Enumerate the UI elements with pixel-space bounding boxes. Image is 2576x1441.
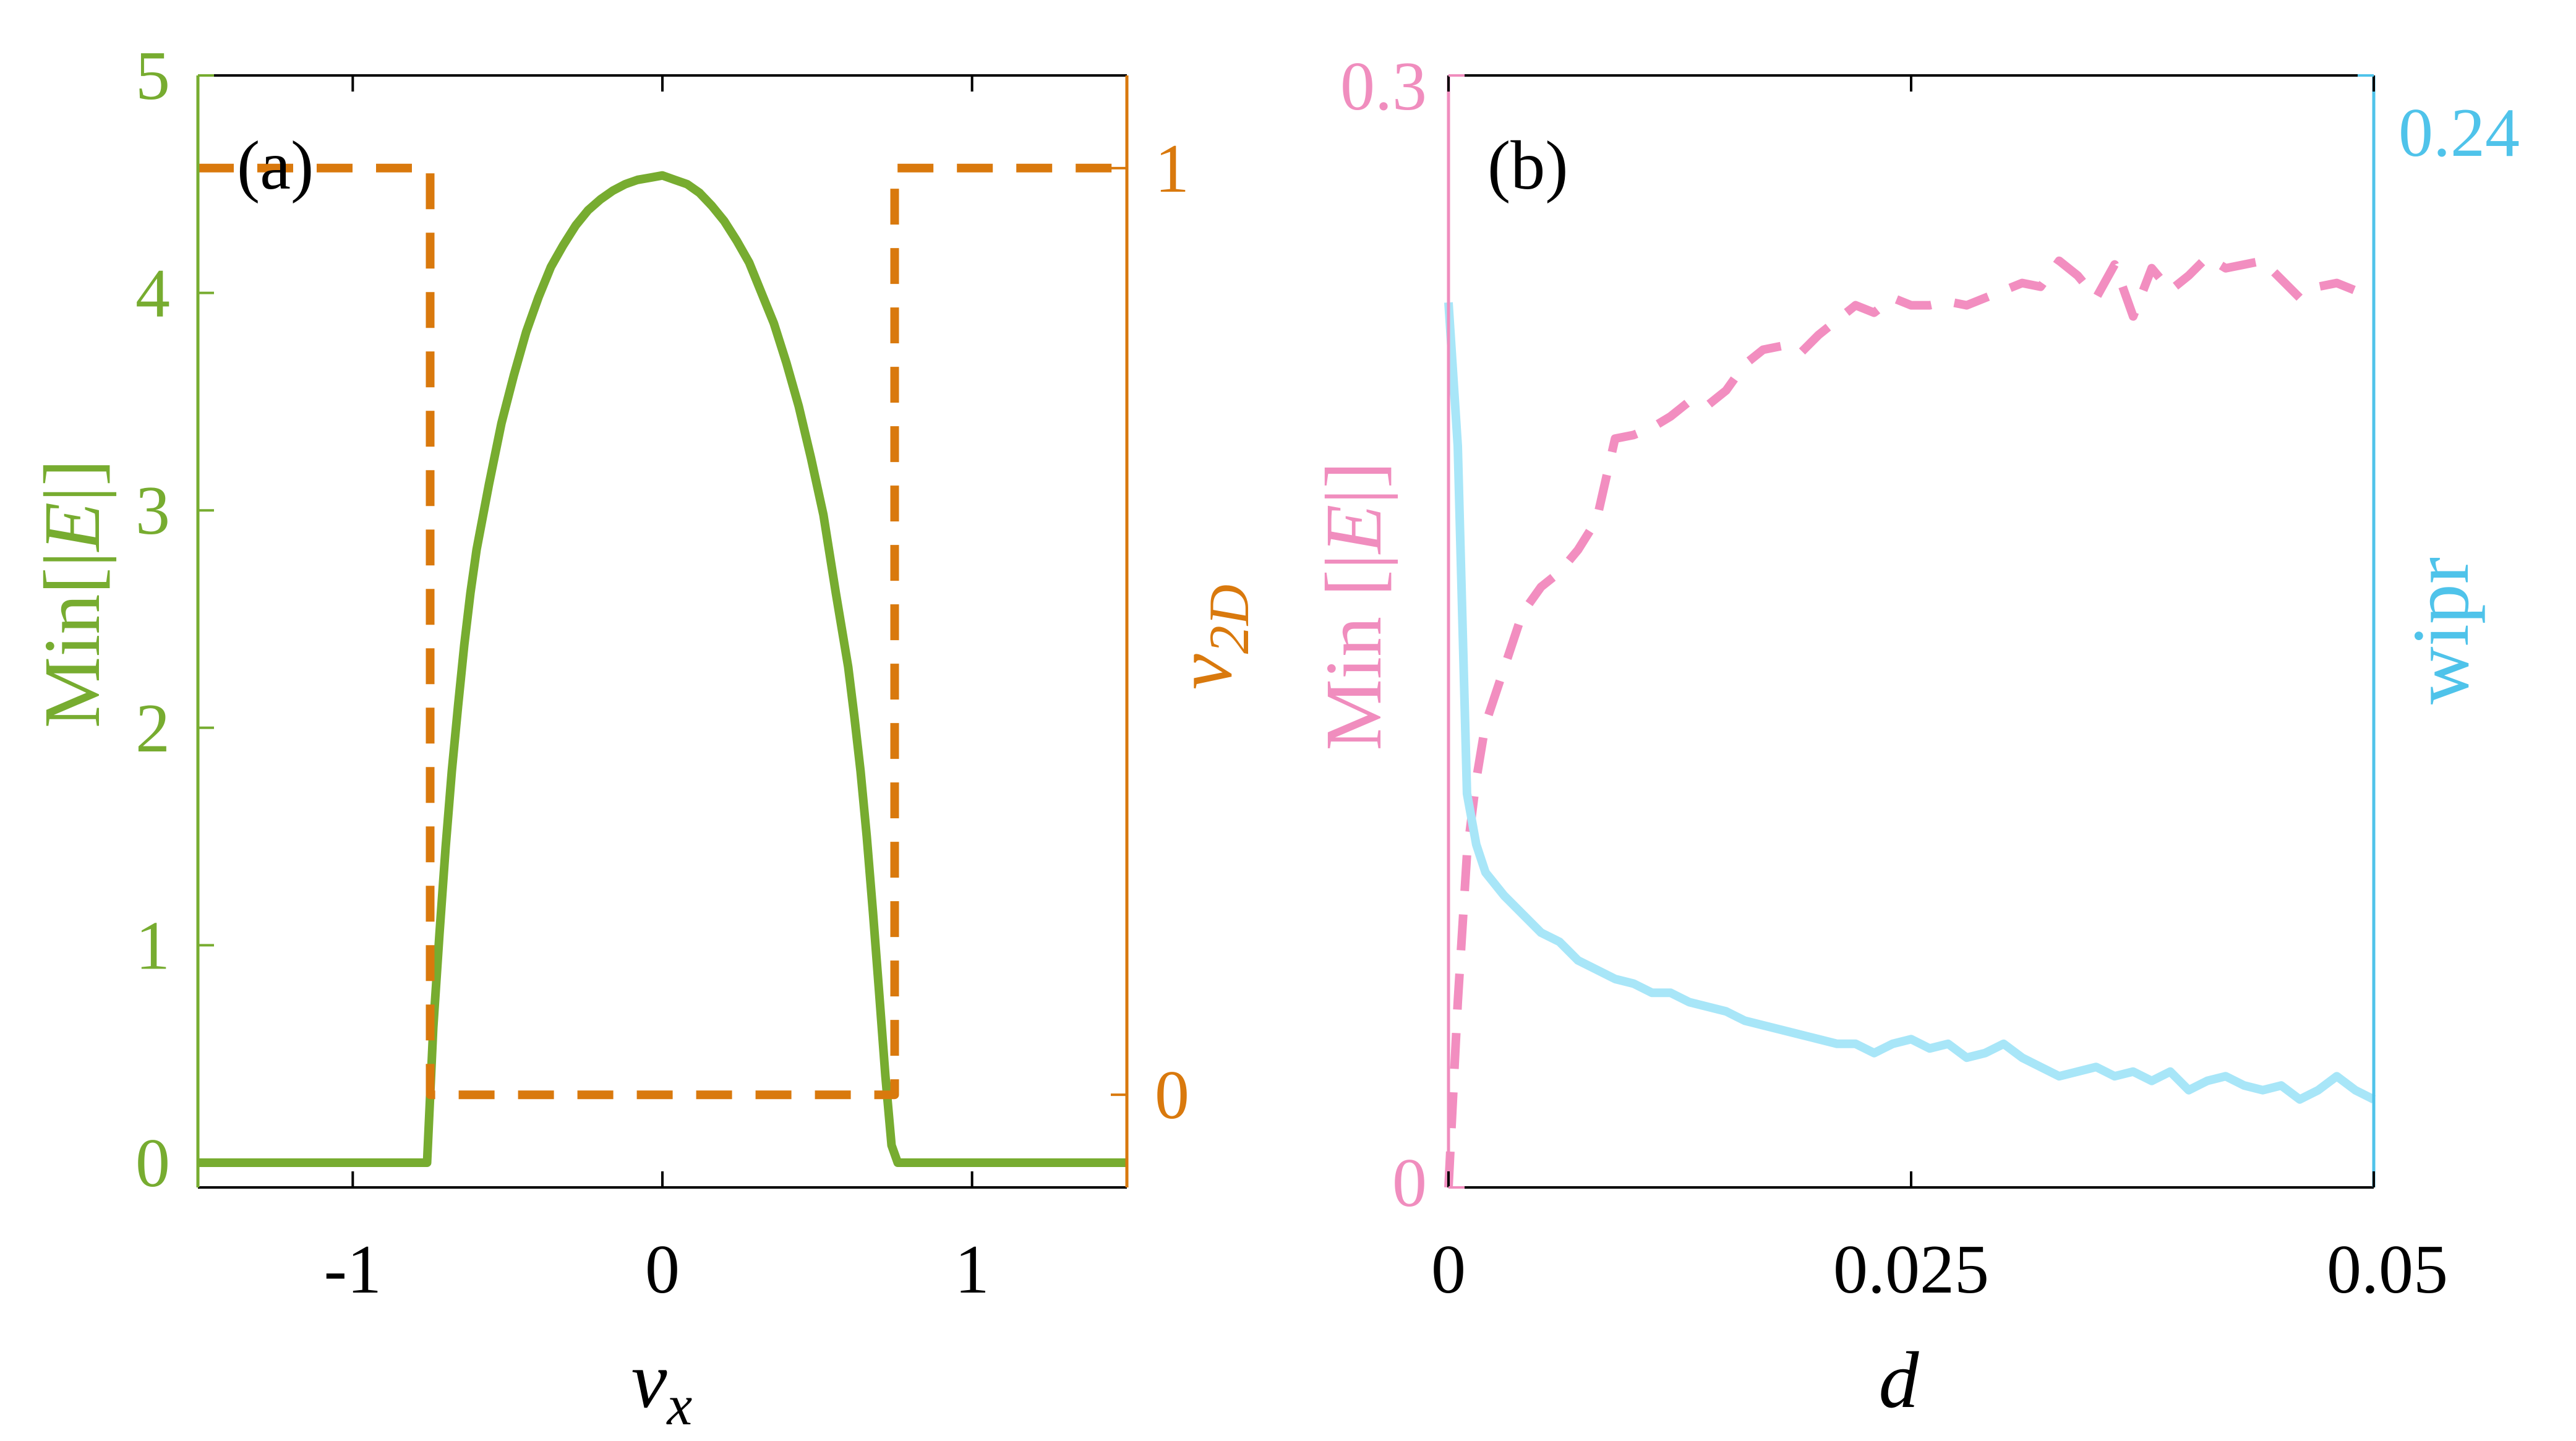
panel-a-xtick-label: 0 bbox=[645, 1231, 680, 1308]
panel-a-ticks: -1 0 1 0 1 2 3 4 5 0 1 bbox=[135, 38, 1189, 1308]
panel-a: -1 0 1 0 1 2 3 4 5 0 1 (a) vx Min[|E|] ν2D bbox=[28, 38, 1260, 1437]
panel-a-ylabel-right-sub: 2D bbox=[1197, 584, 1260, 654]
panel-a-ytick-left-label: 1 bbox=[135, 907, 170, 984]
panel-a-xlabel: vx bbox=[631, 1336, 693, 1437]
panel-a-ytick-left-label: 2 bbox=[135, 690, 170, 767]
panel-b-ticks: 0 0.025 0.05 0 0.3 0.24 bbox=[1340, 48, 2520, 1308]
panel-a-series bbox=[198, 163, 1127, 1167]
panel-a-ylabel-left-var: E bbox=[28, 502, 117, 552]
panel-b-ylabel-right: wipr bbox=[2397, 557, 2486, 704]
panel-b-ytick-left-label: 0.3 bbox=[1340, 48, 1427, 125]
panel-b-xtick-label: 0.025 bbox=[1833, 1231, 1989, 1308]
panel-b-xtick-label: 0.05 bbox=[2327, 1231, 2448, 1308]
panel-a-label: (a) bbox=[237, 127, 314, 204]
panel-a-ylabel-right-main: ν bbox=[1160, 654, 1249, 690]
panel-b-series-wipr-line bbox=[1444, 302, 2376, 1104]
panel-b-series-min-e-line bbox=[1444, 252, 2375, 1188]
panel-b-ylabel-left-var: E bbox=[1309, 505, 1398, 555]
panel-a-ylabel-left: Min[|E|] bbox=[28, 460, 117, 729]
panel-a-series-min-e-line bbox=[198, 171, 1127, 1167]
panel-a-ytick-left-label: 4 bbox=[135, 255, 170, 332]
panel-a-ytick-left-label: 0 bbox=[135, 1125, 170, 1202]
panel-a-ytick-left-label: 3 bbox=[135, 472, 170, 549]
panel-a-xtick-label: -1 bbox=[324, 1231, 382, 1308]
panel-a-ylabel-left-main: Min[| bbox=[28, 551, 117, 728]
panel-b-label: (b) bbox=[1487, 127, 1568, 204]
panel-b-ylabel-left-main: Min [| bbox=[1309, 554, 1398, 751]
panel-a-xlabel-main: v bbox=[631, 1336, 667, 1425]
panel-a-ytick-right-label: 0 bbox=[1155, 1057, 1189, 1134]
panel-b-xtick-label: 0 bbox=[1431, 1231, 1466, 1308]
panel-b-ytick-right-label: 0.24 bbox=[2398, 95, 2520, 171]
panel-a-series-nu2d-line bbox=[198, 163, 1127, 1100]
panel-b-ytick-left-label: 0 bbox=[1392, 1145, 1427, 1221]
panel-a-ytick-right-label: 1 bbox=[1155, 130, 1189, 207]
panel-a-ylabel-right: ν2D bbox=[1160, 584, 1260, 690]
panel-b: 0 0.025 0.05 0 0.3 0.24 (b) d Min [|E|] wipr bbox=[1309, 48, 2520, 1425]
panel-a-xlabel-sub: x bbox=[665, 1374, 692, 1437]
panel-a-xtick-label: 1 bbox=[955, 1231, 990, 1308]
panel-b-ylabel-left: Min [|E|] bbox=[1309, 461, 1398, 750]
panel-a-ylabel-left-end: |] bbox=[28, 460, 117, 502]
panel-b-ylabel-left-end: |] bbox=[1309, 461, 1398, 504]
panel-b-xlabel: d bbox=[1879, 1336, 1920, 1425]
panel-b-series bbox=[1444, 252, 2376, 1188]
panel-a-ytick-left-label: 5 bbox=[135, 38, 170, 114]
